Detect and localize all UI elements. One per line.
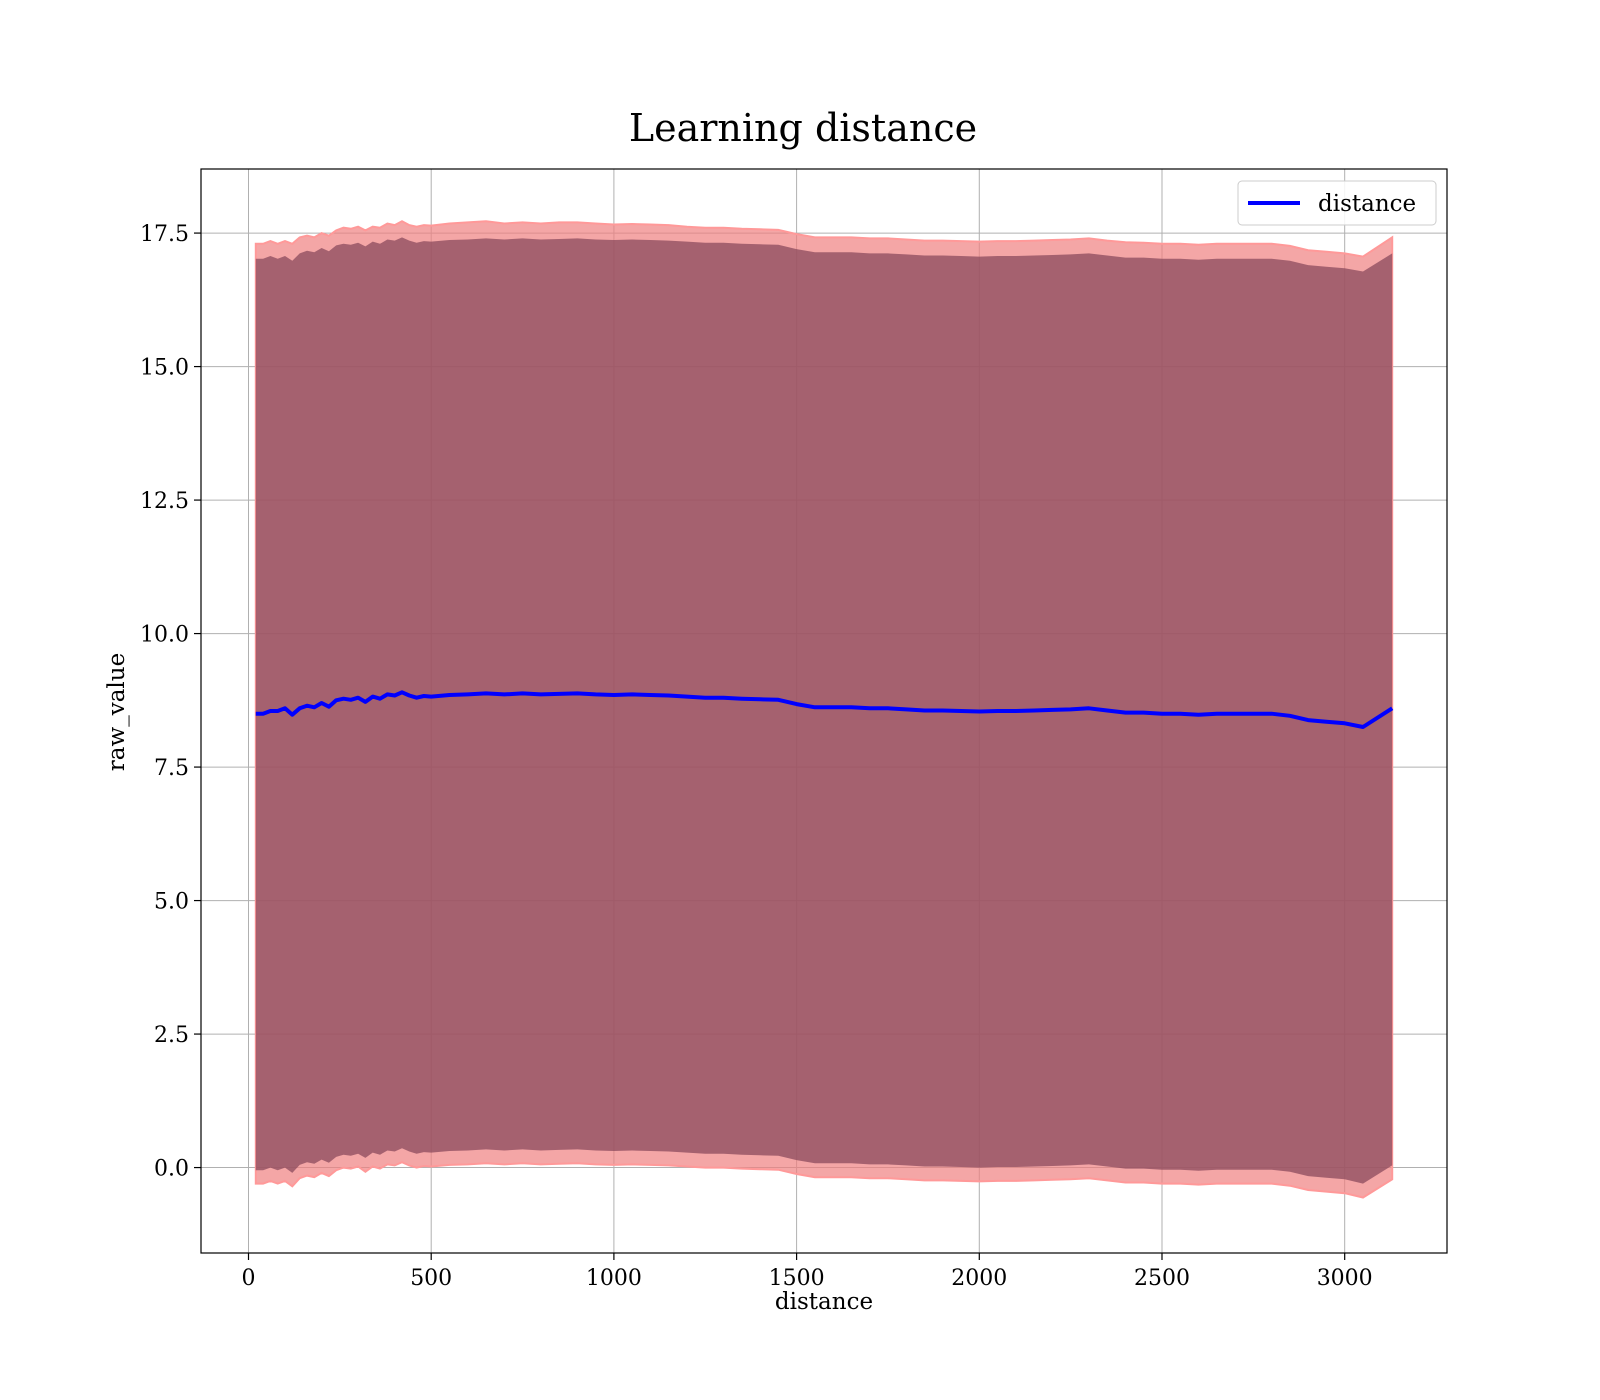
y-axis-label: raw_value: [104, 653, 130, 771]
x-tick-label: 0: [242, 1266, 256, 1291]
line-layer: [255, 690, 1394, 729]
x-tick-label: 2500: [1134, 1266, 1190, 1291]
x-tick-label: 1500: [769, 1266, 825, 1291]
y-tick-label: 15.0: [140, 356, 189, 381]
y-tick-label: 2.5: [154, 1023, 189, 1048]
legend-label-distance: distance: [1318, 191, 1416, 217]
y-tick-label: 17.5: [140, 222, 189, 247]
x-tick-label: 2000: [951, 1266, 1007, 1291]
y-tick-label: 0.0: [154, 1157, 189, 1182]
x-tick-label: 3000: [1317, 1266, 1373, 1291]
chart-title: Learning distance: [629, 106, 977, 150]
x-tick-label: 1000: [586, 1266, 642, 1291]
plot-frame: [200, 168, 1448, 1254]
x-tick-label: 500: [410, 1266, 452, 1291]
legend-box: [1237, 180, 1437, 226]
inner-confidence-band: [255, 237, 1393, 1184]
legend: distance: [1237, 180, 1437, 226]
y-tick-label: 7.5: [154, 756, 189, 781]
tick-layer: 0 500 1000 1500 2000 2500 3000 0.0 2.5 5.0 7.5 10.0…: [140, 222, 1373, 1291]
y-tick-label: 12.5: [140, 489, 189, 514]
y-tick-label: 10.0: [140, 623, 189, 648]
x-axis-label: distance: [775, 1289, 873, 1315]
y-tick-label: 5.0: [154, 890, 189, 915]
band-layer: [254, 220, 1394, 1199]
series-line-distance: [255, 690, 1394, 729]
